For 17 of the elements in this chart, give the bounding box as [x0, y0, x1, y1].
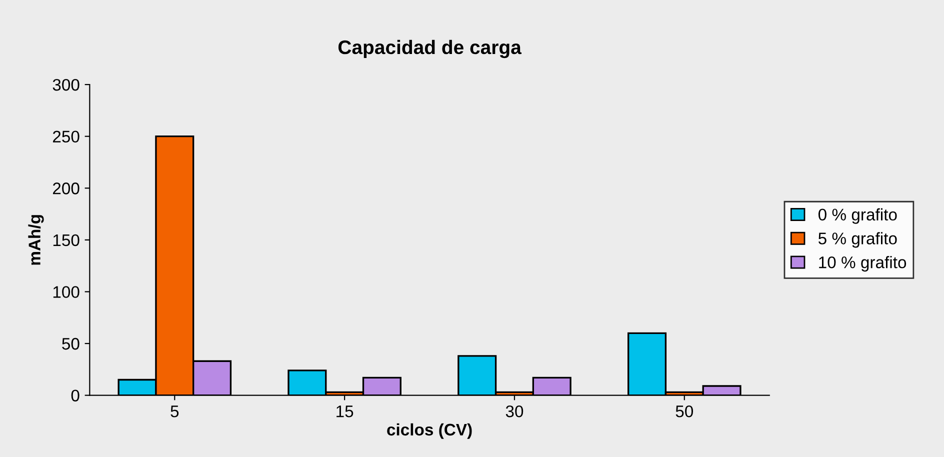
y-tick-label: 200: [52, 182, 80, 194]
y-tick-label: 0: [71, 390, 80, 402]
x-tick-label: 5: [170, 406, 179, 418]
y-tick-label: 150: [53, 234, 80, 246]
x-tick-label: 50: [676, 405, 694, 418]
chart-title: Capacidad de carga: [338, 40, 522, 58]
y-tick-label: 100: [53, 286, 80, 298]
y-tick-label: 300: [52, 78, 80, 91]
x-axis-title: ciclos (CV): [387, 423, 472, 439]
x-tick-label: 30: [506, 405, 524, 418]
legend-label: 10 % grafito: [819, 256, 906, 272]
x-tick-label: 15: [336, 406, 354, 418]
y-axis-title: mAh/g: [28, 215, 44, 265]
legend-label: 0 % grafito: [818, 208, 897, 224]
y-tick-label: 50: [62, 338, 80, 350]
y-tick-label: 250: [52, 130, 80, 143]
legend-label: 5 % grafito: [818, 232, 897, 248]
